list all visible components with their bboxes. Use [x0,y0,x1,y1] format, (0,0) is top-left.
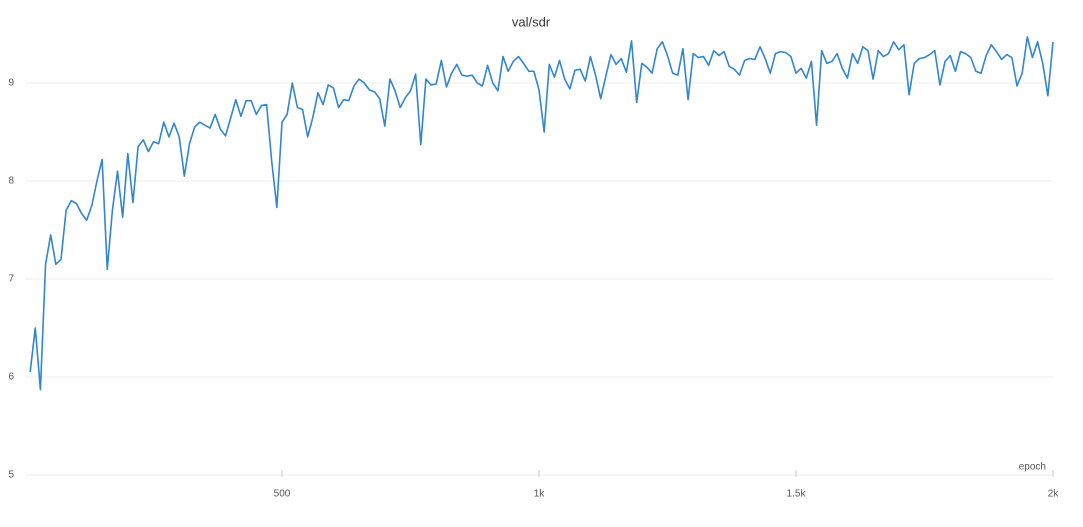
y-tick-label: 7 [8,274,14,285]
x-tick-label: 1k [534,489,546,500]
x-tick-label: 2k [1048,489,1060,500]
line-series [29,36,1054,391]
y-tick-label: 6 [8,372,14,383]
y-tick-label: 8 [8,176,14,187]
y-tick-label: 5 [8,470,14,481]
chart-title: val/sdr [512,14,551,29]
x-tick-label: 1.5k [787,489,807,500]
y-tick-label: 9 [8,78,14,89]
x-axis-label: epoch [1019,462,1046,473]
x-tick-label: 500 [274,489,291,500]
